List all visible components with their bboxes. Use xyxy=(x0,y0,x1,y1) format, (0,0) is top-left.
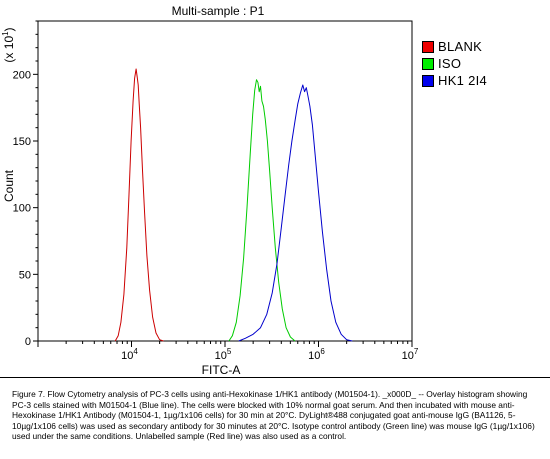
caption-divider xyxy=(0,377,550,378)
legend-item-blank: BLANK xyxy=(422,38,487,55)
x-axis-label: FITC-A xyxy=(202,363,241,377)
x-tick-label: 104 xyxy=(121,347,138,362)
legend: BLANK ISO HK1 2I4 xyxy=(422,38,487,89)
legend-item-iso: ISO xyxy=(422,55,487,72)
legend-swatch-red xyxy=(422,40,434,53)
legend-swatch-blue xyxy=(422,74,434,87)
y-multiplier-base: (x 10 xyxy=(2,36,16,63)
series-line-hk1-2i4 xyxy=(238,84,353,342)
histogram-chart: Multi-sample : P1 0 50 100 150 200 104 105 106… xyxy=(1,4,419,377)
legend-swatch-green xyxy=(422,57,434,70)
y-multiplier-close: ) xyxy=(2,27,16,31)
x-tick-label: 106 xyxy=(308,347,325,362)
legend-item-hk1: HK1 2I4 xyxy=(422,72,487,89)
y-axis-label: Count xyxy=(2,169,16,202)
legend-label: HK1 2I4 xyxy=(438,73,488,88)
series-line-iso xyxy=(228,79,296,342)
y-tick-label: 0 xyxy=(25,336,31,348)
x-tick-label: 107 xyxy=(402,347,419,362)
plot-frame xyxy=(37,20,413,342)
y-axis: 0 50 100 150 200 xyxy=(13,20,38,348)
x-axis: 104 105 106 107 xyxy=(37,341,419,362)
series-layer xyxy=(114,68,353,342)
legend-label: ISO xyxy=(438,56,462,71)
series-line-blank xyxy=(114,68,164,342)
legend-label: BLANK xyxy=(438,39,483,54)
y-tick-label: 150 xyxy=(13,136,31,148)
y-tick-label: 50 xyxy=(19,269,31,281)
chart-title: Multi-sample : P1 xyxy=(172,4,265,18)
plot-area xyxy=(37,20,413,342)
figure-caption: Figure 7. Flow Cytometry analysis of PC-… xyxy=(12,389,535,442)
y-tick-label: 100 xyxy=(13,203,31,215)
y-multiplier-exp: 1 xyxy=(1,31,10,36)
y-axis-multiplier: (x 101) xyxy=(1,27,16,62)
x-tick-label: 105 xyxy=(215,347,232,362)
y-tick-label: 200 xyxy=(13,69,31,81)
